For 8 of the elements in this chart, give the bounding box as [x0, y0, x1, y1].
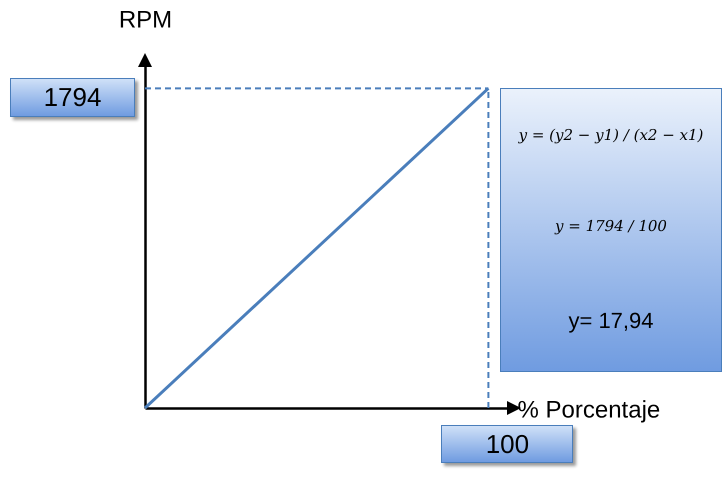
y-axis-title: RPM [118, 6, 172, 34]
formula-box: y = (y2 − y1) / (x2 − x1) y = 1794 / 100 y= 17,94 [500, 88, 722, 372]
x-axis-title: % Porcentaje [518, 396, 660, 424]
annotation: y = 1794 / 100 [555, 216, 667, 235]
annotation: y = (y2 − y1) / (x2 − x1) [518, 126, 704, 144]
label-box: 1794 [10, 78, 135, 118]
annotation: y= 17,94 [568, 308, 654, 334]
label-box: 100 [441, 425, 574, 463]
